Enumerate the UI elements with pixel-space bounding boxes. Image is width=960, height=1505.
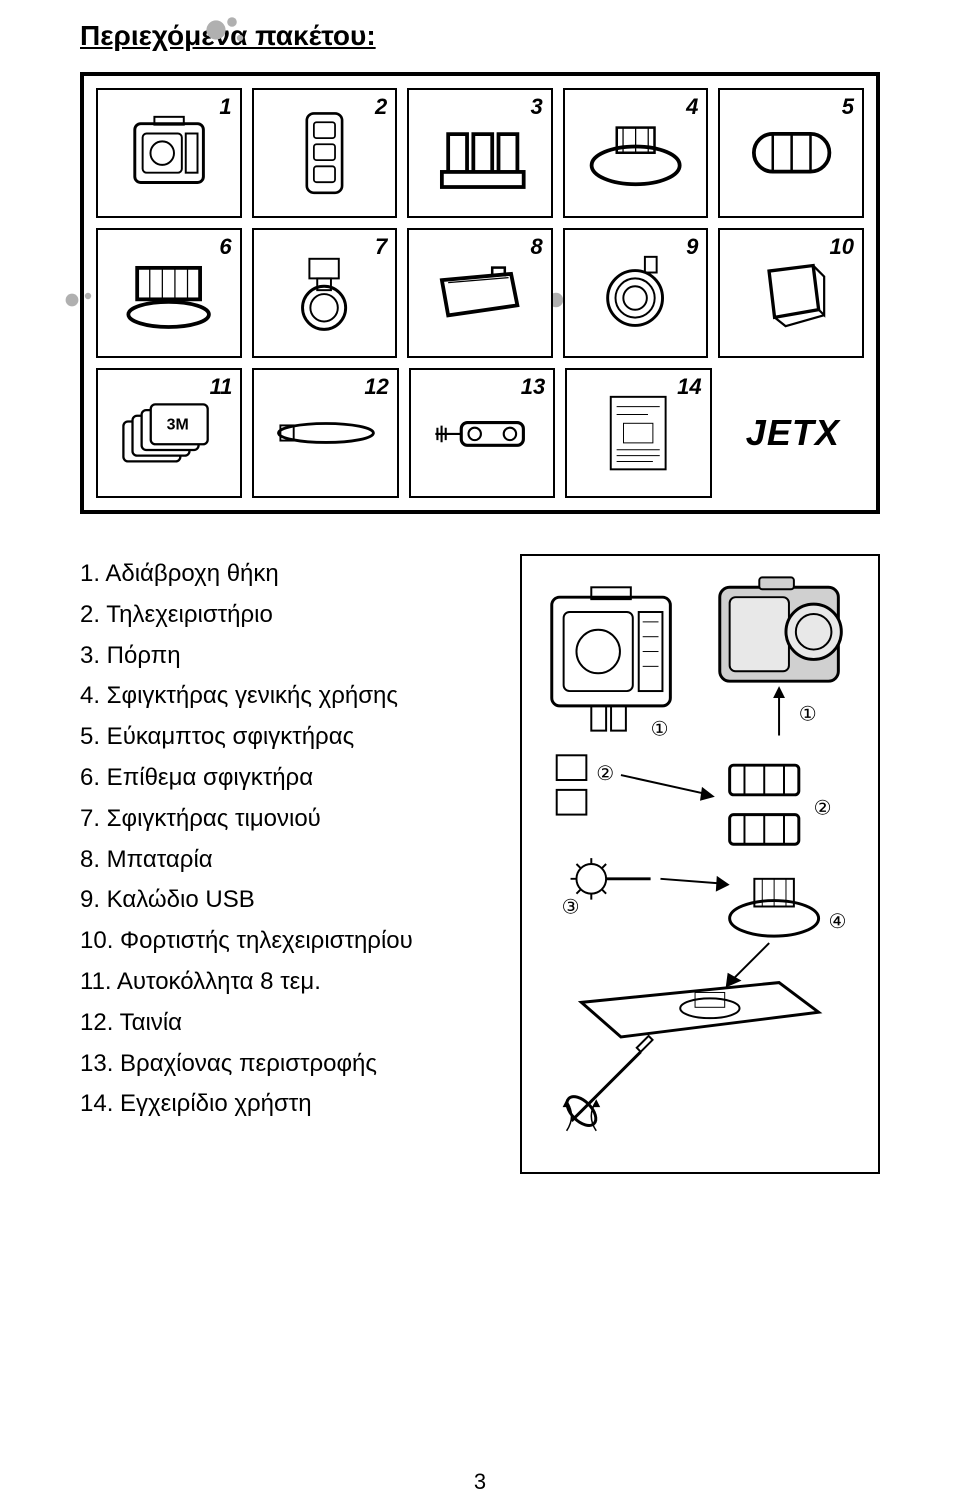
usb-cable-icon [579, 249, 692, 337]
cell-number: 13 [521, 374, 545, 400]
cell-number: 14 [677, 374, 701, 400]
page-number: 3 [474, 1469, 486, 1495]
list-item: 14. Εγχειρίδιο χρήστη [80, 1084, 480, 1125]
list-item: 10. Φορτιστής τηλεχειριστηρίου [80, 921, 480, 962]
cell-number: 3 [531, 94, 543, 120]
list-item: 1. Αδιάβροχη θήκη [80, 554, 480, 595]
cell-8: 8 [407, 228, 553, 358]
svg-text:③: ③ [562, 896, 580, 918]
assembly-diagram: ① ① [520, 554, 880, 1174]
list-item: 3. Πόρπη [80, 636, 480, 677]
cell-4: 4 [563, 88, 709, 218]
list-item: 8. Μπαταρία [80, 840, 480, 881]
charger-icon [735, 249, 848, 337]
grid-row: 6 7 8 9 10 [96, 228, 864, 358]
battery-icon [423, 249, 536, 337]
bottom-row: 1. Αδιάβροχη θήκη 2. Τηλεχειριστήριο 3. … [80, 554, 880, 1174]
cell-number: 6 [219, 234, 231, 260]
cell-3: 3 [407, 88, 553, 218]
asm-label: ① [799, 704, 817, 726]
cell-number: 12 [364, 374, 388, 400]
remote-icon [268, 109, 381, 197]
flex-clamp-icon [735, 109, 848, 197]
handlebar-clamp-icon [268, 249, 381, 337]
cell-7: 7 [252, 228, 398, 358]
cell-number: 1 [219, 94, 231, 120]
list-item: 12. Ταινία [80, 1003, 480, 1044]
cell-number: 4 [686, 94, 698, 120]
list-item: 7. Σφιγκτήρας τιμονιού [80, 799, 480, 840]
svg-text:②: ② [814, 798, 832, 820]
list-item: 2. Τηλεχειριστήριο [80, 595, 480, 636]
list-item: 11. Αυτοκόλλητα 8 τεμ. [80, 962, 480, 1003]
grid-row: 1 2 3 4 5 [96, 88, 864, 218]
brand-logo-cell: JETX [722, 368, 864, 498]
stickers-icon: 3M [112, 389, 226, 477]
cell-1: 1 [96, 88, 242, 218]
clamp-icon [579, 109, 692, 197]
cell-number: 9 [686, 234, 698, 260]
manual-icon [581, 389, 695, 477]
svg-text:②: ② [596, 763, 614, 785]
cell-number: 11 [210, 374, 233, 400]
section-title: Περιεχόμενα πακέτου: [80, 20, 880, 52]
list-item: 6. Επίθεμα σφιγκτήρα [80, 758, 480, 799]
cell-6: 6 [96, 228, 242, 358]
list-item: 5. Εύκαμπτος σφιγκτήρας [80, 717, 480, 758]
cell-13: 13 [409, 368, 555, 498]
cell-12: 12 [252, 368, 398, 498]
buckle-icon [423, 109, 536, 197]
list-item: 4. Σφιγκτήρας γενικής χρήσης [80, 676, 480, 717]
cell-number: 10 [829, 234, 853, 260]
cell-number: 2 [375, 94, 387, 120]
cell-number: 8 [531, 234, 543, 260]
brand-logo: JETX [746, 412, 840, 454]
svg-text:3M: 3M [167, 417, 189, 434]
cell-11: 11 3M [96, 368, 242, 498]
contents-grid: 1 2 3 4 5 [80, 72, 880, 514]
strap-icon [269, 389, 383, 477]
cell-5: 5 [718, 88, 864, 218]
cell-number: 5 [842, 94, 854, 120]
clamp-pad-icon [112, 249, 225, 337]
cell-number: 7 [375, 234, 387, 260]
cell-2: 2 [252, 88, 398, 218]
contents-list: 1. Αδιάβροχη θήκη 2. Τηλεχειριστήριο 3. … [80, 554, 480, 1174]
waterproof-case-icon [112, 109, 225, 197]
pivot-arm-icon [425, 389, 539, 477]
list-item: 13. Βραχίονας περιστροφής [80, 1044, 480, 1085]
grid-row: 11 3M 12 13 14 JETX [96, 368, 864, 498]
cell-10: 10 [718, 228, 864, 358]
cell-14: 14 [565, 368, 711, 498]
svg-text:①: ① [651, 719, 669, 741]
cell-9: 9 [563, 228, 709, 358]
list-item: 9. Καλώδιο USB [80, 880, 480, 921]
svg-text:④: ④ [828, 911, 846, 933]
assembly-diagram-col: ① ① [520, 554, 880, 1174]
